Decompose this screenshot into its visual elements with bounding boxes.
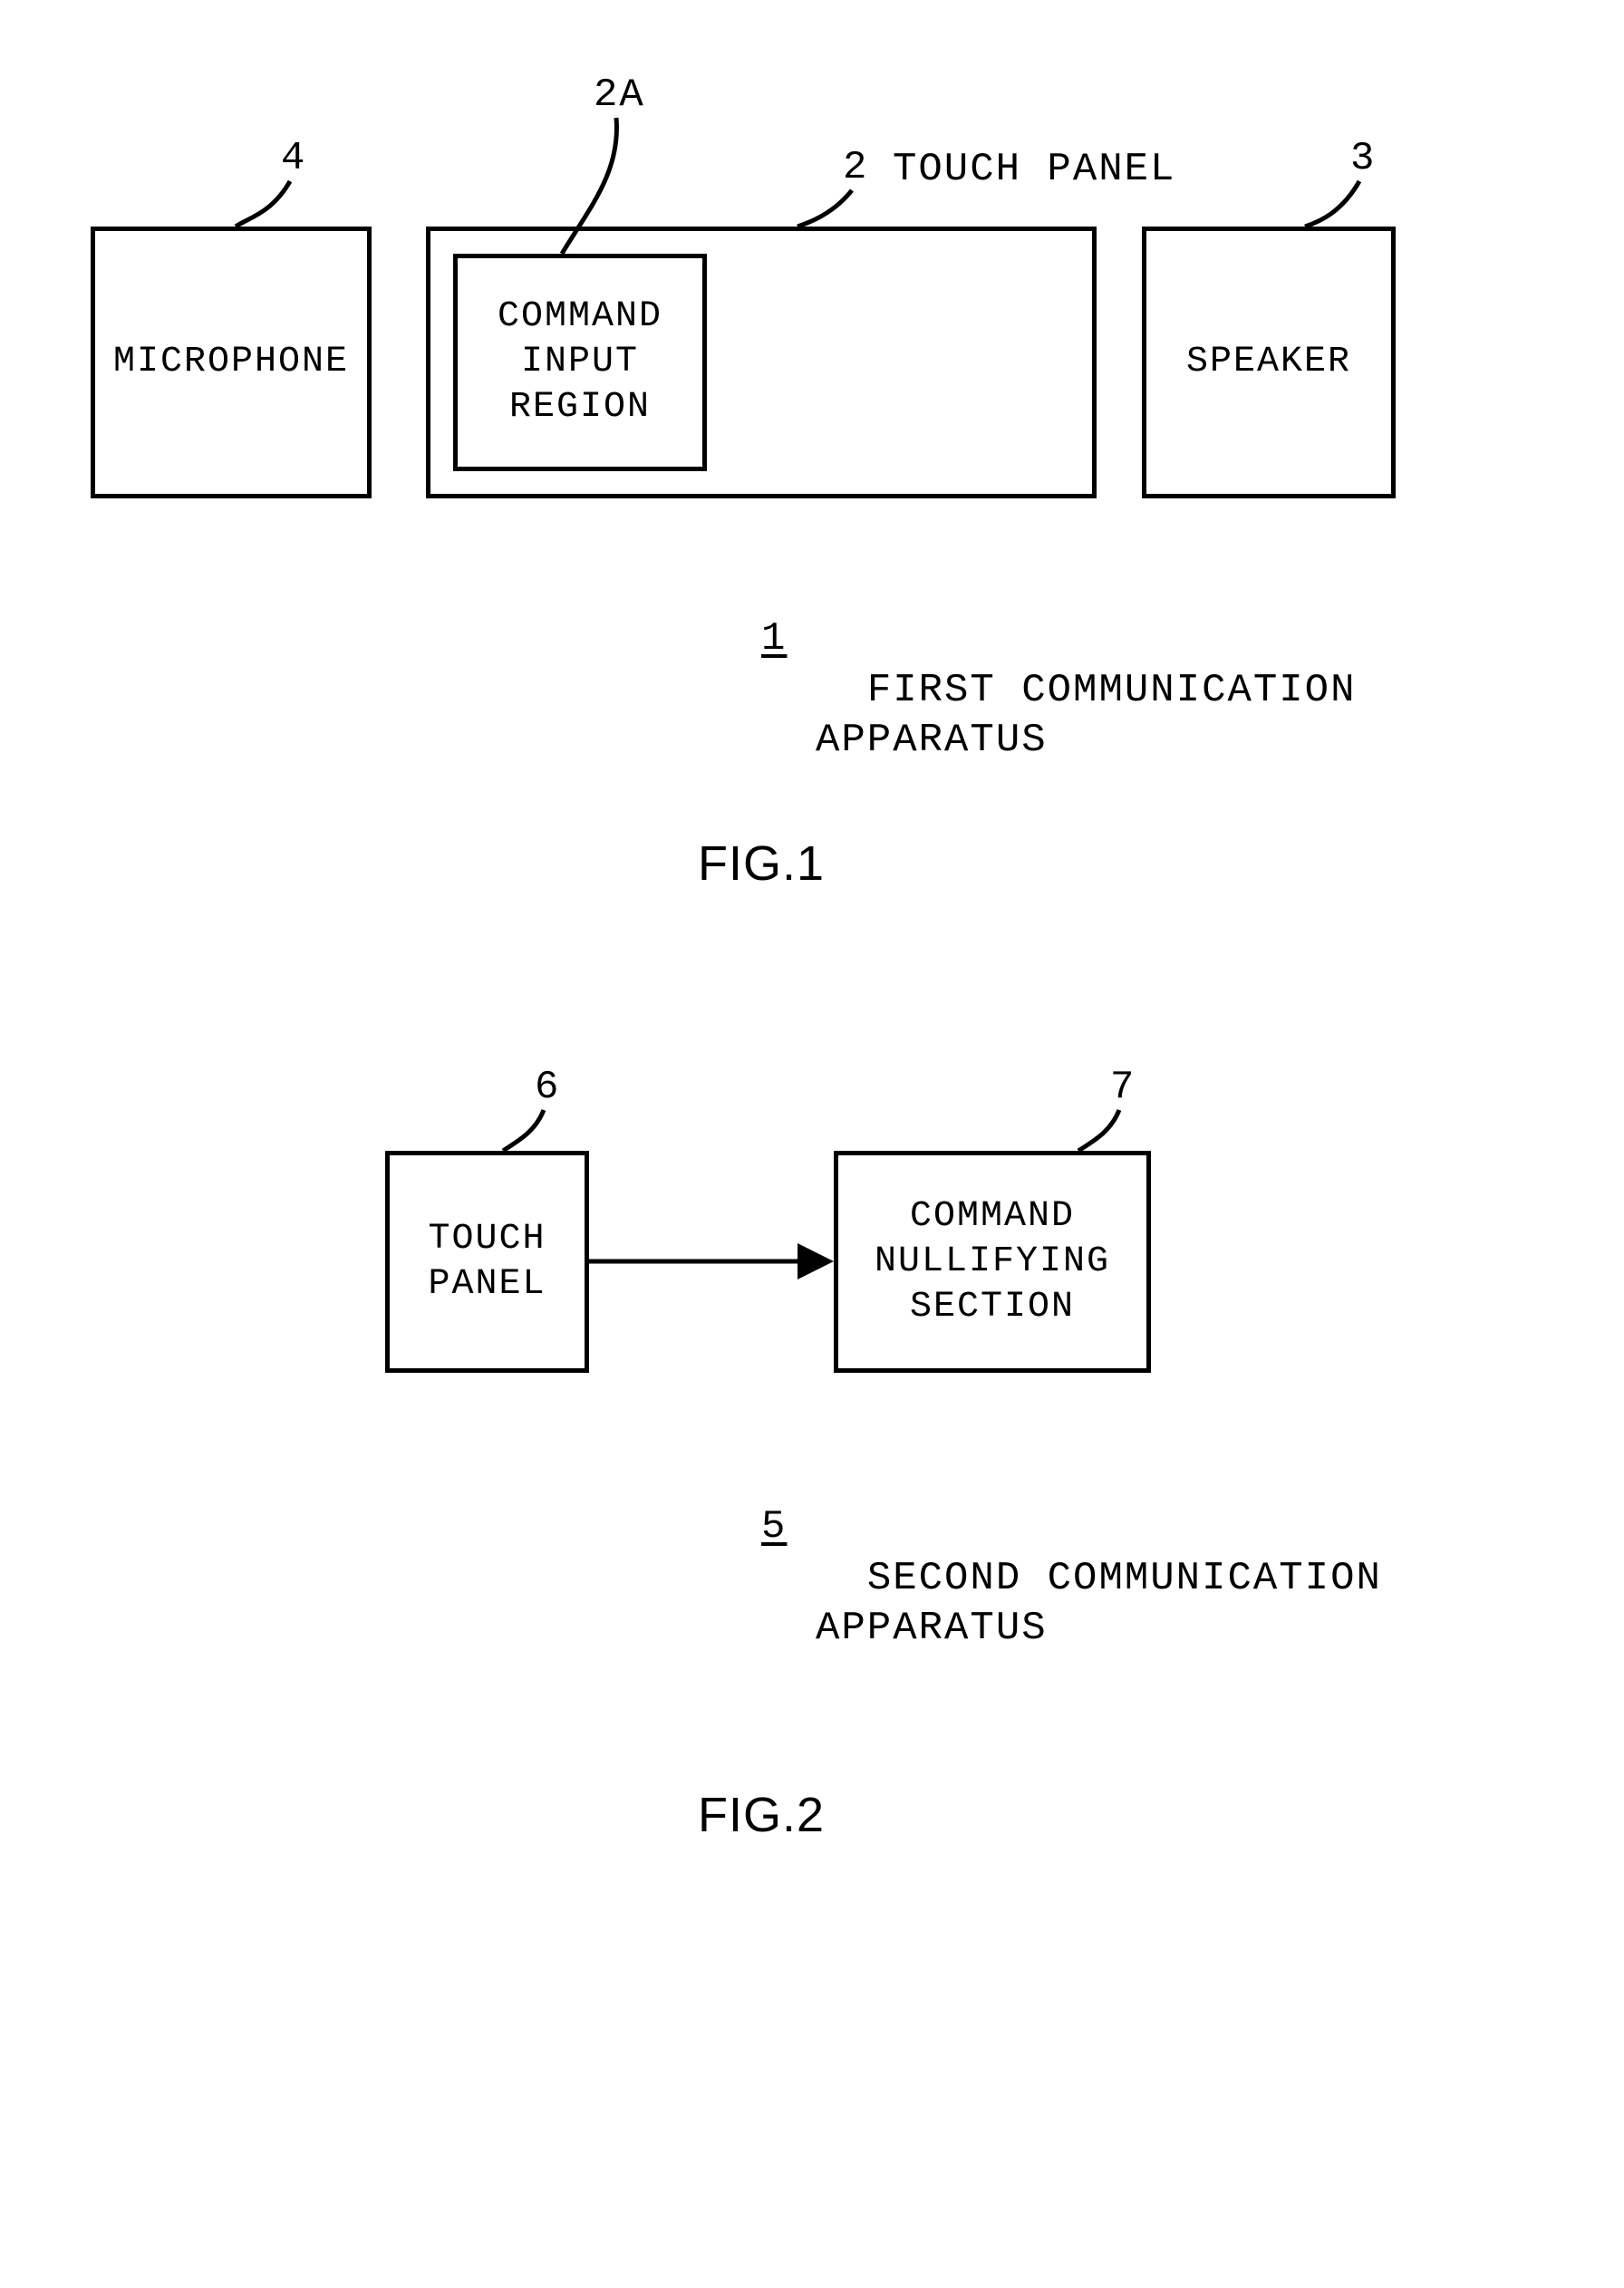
ref-5: 5 <box>761 1504 787 1549</box>
second-apparatus-label: SECOND COMMUNICATION APPARATUS <box>816 1504 1382 1654</box>
fig2-title: FIG.2 <box>698 1785 825 1847</box>
